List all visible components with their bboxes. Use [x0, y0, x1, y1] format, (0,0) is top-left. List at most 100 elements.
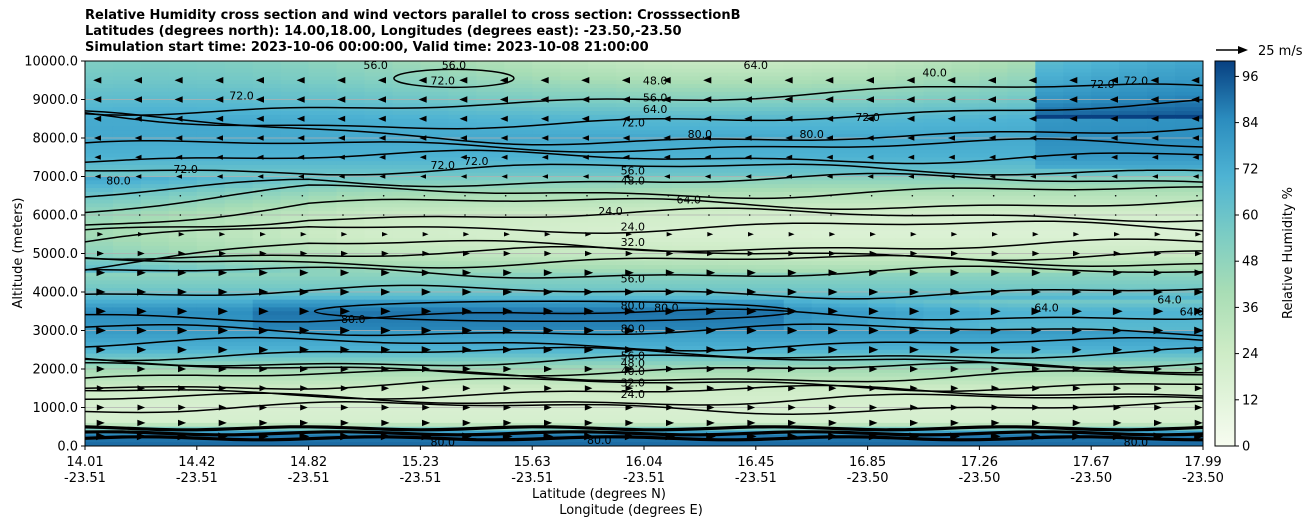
humidity-cell — [1063, 438, 1092, 443]
humidity-cell — [1119, 238, 1148, 243]
humidity-cell — [644, 369, 673, 374]
humidity-cell — [392, 230, 421, 235]
humidity-cell — [616, 130, 645, 135]
humidity-cell — [336, 203, 366, 208]
humidity-cell — [783, 72, 813, 77]
humidity-cell — [504, 280, 533, 285]
humidity-cell — [783, 384, 813, 389]
humidity-cell — [1035, 87, 1064, 93]
humidity-cell — [1007, 438, 1036, 443]
humidity-cell — [420, 353, 449, 359]
humidity-cell — [1063, 215, 1092, 220]
humidity-cell — [476, 161, 505, 166]
humidity-cell — [196, 399, 226, 405]
wind-vector — [133, 77, 142, 84]
humidity-cell — [364, 268, 394, 274]
humidity-cell — [532, 392, 561, 397]
humidity-cell — [420, 330, 449, 335]
humidity-cell — [168, 265, 198, 270]
humidity-cell — [280, 91, 310, 97]
humidity-cell — [867, 207, 897, 212]
humidity-cell — [560, 184, 589, 189]
humidity-cell — [1035, 280, 1064, 285]
humidity-cell — [476, 84, 505, 89]
wind-vector — [541, 135, 549, 141]
humidity-cell — [755, 442, 785, 446]
wind-vector — [260, 194, 263, 197]
humidity-cell — [420, 338, 449, 343]
humidity-cell — [923, 180, 953, 185]
humidity-cell — [308, 442, 338, 446]
wind-vector — [1153, 346, 1163, 354]
humidity-cell — [448, 253, 477, 258]
wind-vector — [340, 288, 350, 296]
humidity-cell — [476, 399, 505, 405]
humidity-cell — [420, 114, 449, 120]
wind-vector — [869, 419, 878, 427]
humidity-cell — [811, 111, 841, 116]
humidity-cell — [671, 342, 701, 347]
humidity-cell — [392, 407, 421, 412]
humidity-cell — [1063, 388, 1092, 393]
humidity-cell — [671, 168, 701, 174]
humidity-cell — [112, 311, 142, 316]
humidity-cell — [336, 442, 366, 446]
humidity-cell — [140, 330, 170, 335]
wind-vector — [137, 269, 146, 277]
humidity-cell — [224, 184, 254, 189]
humidity-cell — [923, 284, 953, 289]
humidity-cell — [532, 415, 561, 420]
humidity-cell — [308, 68, 338, 74]
humidity-cell — [85, 87, 114, 93]
humidity-cell — [504, 157, 533, 162]
humidity-cell — [224, 84, 254, 89]
humidity-cell — [755, 261, 785, 266]
humidity-cell — [699, 334, 729, 339]
humidity-cell — [1091, 241, 1120, 247]
humidity-cell — [867, 191, 897, 197]
wind-vector — [382, 214, 385, 216]
humidity-cell — [252, 307, 282, 312]
humidity-cell — [727, 349, 757, 355]
humidity-cell — [1147, 345, 1176, 351]
humidity-cell — [671, 338, 701, 343]
humidity-cell — [1063, 149, 1092, 154]
wind-vector — [1152, 174, 1159, 179]
wind-vector — [666, 404, 674, 411]
wind-vector — [258, 432, 269, 441]
wind-vector — [299, 432, 310, 441]
humidity-cell — [727, 122, 757, 128]
humidity-cell — [1007, 199, 1036, 205]
wind-vector — [460, 174, 467, 179]
wind-vector — [174, 115, 183, 122]
humidity-cell — [252, 280, 282, 285]
humidity-cell — [867, 419, 897, 424]
humidity-cell — [1063, 415, 1092, 420]
wind-vector — [867, 174, 874, 179]
humidity-cell — [1119, 438, 1148, 443]
humidity-cell — [85, 442, 114, 446]
humidity-cell — [783, 91, 813, 97]
humidity-cell — [392, 338, 421, 343]
humidity-cell — [951, 249, 980, 255]
humidity-cell — [867, 211, 897, 216]
humidity-cell — [504, 87, 533, 93]
humidity-cell — [112, 315, 142, 320]
wind-vectors — [93, 77, 1203, 441]
humidity-cell — [783, 249, 813, 255]
wind-vector — [177, 346, 187, 354]
wind-vector — [503, 419, 512, 427]
humidity-cell — [1147, 357, 1176, 362]
humidity-cell — [196, 211, 226, 216]
humidity-cell — [280, 99, 310, 104]
humidity-cell — [783, 103, 813, 108]
humidity-cell — [392, 176, 421, 181]
humidity-cell — [839, 111, 869, 116]
humidity-cell — [1007, 153, 1036, 158]
humidity-cell — [923, 399, 953, 405]
humidity-cell — [168, 226, 198, 231]
humidity-cell — [1147, 61, 1176, 66]
humidity-cell — [280, 199, 310, 205]
humidity-cell — [727, 288, 757, 293]
